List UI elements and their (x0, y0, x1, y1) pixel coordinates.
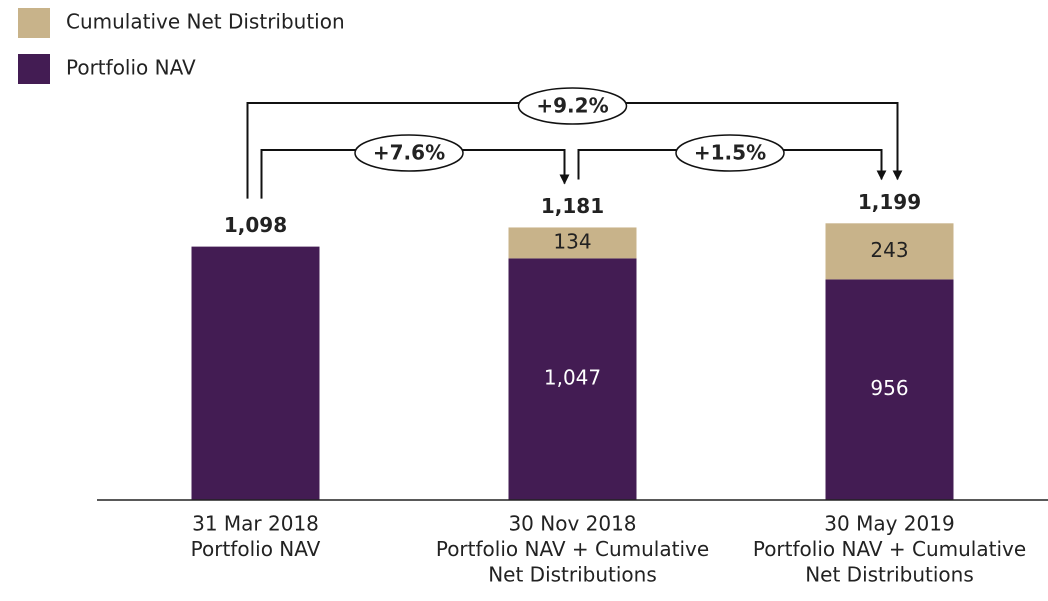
x-tick-label: Portfolio NAV + Cumulative (436, 537, 709, 561)
legend-swatch (18, 54, 50, 84)
change-label: +7.6% (373, 141, 445, 165)
x-tick-label: Portfolio NAV (191, 537, 321, 561)
change-label: +9.2% (536, 94, 608, 118)
change-bubble (675, 134, 785, 172)
value-label: 1,047 (544, 366, 601, 390)
bar-segment (508, 227, 637, 259)
value-label: 956 (870, 376, 908, 400)
change-bubble (517, 87, 628, 125)
legend-label: Cumulative Net Distribution (66, 10, 345, 34)
value-label: 243 (870, 238, 908, 262)
x-tick-label: Net Distributions (805, 563, 974, 587)
value-label: 134 (553, 229, 591, 253)
legend-swatch (18, 8, 50, 38)
total-label: 1,181 (541, 194, 604, 218)
change-label: +1.5% (694, 141, 766, 165)
change-bubble (354, 134, 464, 172)
bar-segment (508, 258, 637, 500)
x-tick-label: 30 May 2019 (824, 512, 954, 536)
legend-label: Portfolio NAV (66, 56, 196, 80)
bar-segment (825, 223, 954, 280)
x-tick-label: Net Distributions (488, 563, 657, 587)
total-label: 1,199 (858, 190, 921, 214)
bar-segment (825, 279, 954, 500)
x-tick-label: Portfolio NAV + Cumulative (753, 537, 1026, 561)
total-label: 1,098 (224, 213, 287, 237)
x-tick-label: 31 Mar 2018 (192, 512, 319, 536)
x-tick-label: 30 Nov 2018 (508, 512, 636, 536)
bar-segment (191, 246, 320, 500)
